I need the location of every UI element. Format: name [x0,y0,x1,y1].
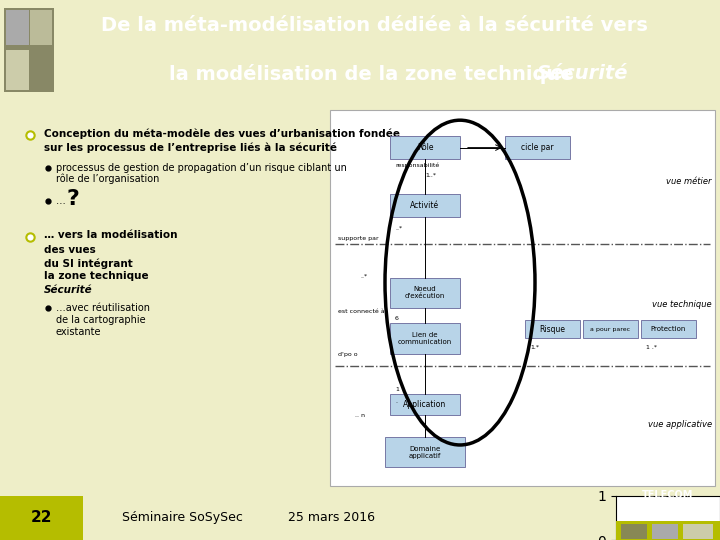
Text: de la cartographie: de la cartographie [56,315,145,325]
Bar [621,524,647,539]
Bar [4,8,54,92]
Text: responsabilité: responsabilité [395,163,439,168]
Text: d'po o: d'po o [338,352,358,356]
Bar [641,320,696,339]
Text: des vues: des vues [44,245,96,255]
Text: TELECOM: TELECOM [642,490,693,500]
Text: vue métier: vue métier [667,177,712,186]
Text: …avec réutilisation: …avec réutilisation [56,303,150,313]
Text: Séminaire SoSySec: Séminaire SoSySec [122,511,243,524]
Text: sur les processus de l’entreprise liés à la sécurité: sur les processus de l’entreprise liés à… [44,143,337,153]
Text: 25 mars 2016: 25 mars 2016 [288,511,375,524]
Text: supporte par: supporte par [338,236,379,241]
Text: .. n: .. n [355,413,365,417]
Bar [6,50,29,90]
Bar [583,320,638,339]
Text: Domaine
applicatif: Domaine applicatif [409,446,441,458]
Text: 1: 1 [395,387,399,392]
Text: De la méta-modélisation dédiée à la sécurité vers: De la méta-modélisation dédiée à la sécu… [101,17,648,36]
Bar [330,110,715,485]
Text: cicle par: cicle par [521,143,554,152]
Text: … vers la modélisation: … vers la modélisation [44,230,178,240]
Text: .: . [395,400,397,404]
Text: la modélisation de la zone technique: la modélisation de la zone technique [168,64,580,84]
Bar [390,194,460,217]
Text: Application: Application [403,400,446,409]
Bar [0,496,83,540]
Bar [390,394,460,415]
Bar [616,522,720,540]
Bar [505,137,570,159]
Text: du SI intégrant: du SI intégrant [44,258,132,268]
Bar [385,437,465,467]
Text: Rôle: Rôle [417,143,433,152]
Text: Bretagne: Bretagne [649,505,687,515]
Text: Lien de
communication: Lien de communication [398,332,452,345]
Text: Protection: Protection [651,326,686,332]
Text: 1..*: 1..* [425,173,436,178]
Text: Activité: Activité [410,201,440,210]
Text: 6: 6 [395,316,399,321]
Text: Noeud
d'exécution: Noeud d'exécution [405,286,445,299]
Bar [30,10,52,45]
Text: ?: ? [66,190,79,210]
Text: a pour parec: a pour parec [590,327,631,332]
Text: existante: existante [56,327,102,338]
Text: est connecté à: est connecté à [338,309,384,314]
Text: Risque: Risque [539,325,565,334]
Text: 22: 22 [30,510,52,525]
Text: vue technique: vue technique [652,300,712,309]
Text: la zone technique: la zone technique [44,272,148,281]
Bar [652,524,678,539]
Text: Sécurité: Sécurité [44,285,93,295]
Bar [525,320,580,339]
Text: processus de gestion de propagation d’un risque ciblant un: processus de gestion de propagation d’un… [56,163,347,173]
Text: 1 .*: 1 .* [646,345,657,349]
Text: rôle de l’organisation: rôle de l’organisation [56,174,159,184]
Bar [390,323,460,354]
Bar [6,10,29,45]
Text: Sécurité: Sécurité [536,64,628,83]
Text: ..*: ..* [360,274,367,279]
Text: vue applicative: vue applicative [648,420,712,429]
Bar [683,524,713,539]
Bar [390,278,460,308]
Text: ..*: ..* [395,226,402,231]
Text: Conception du méta-modèle des vues d’urbanisation fondée: Conception du méta-modèle des vues d’urb… [44,128,400,139]
Bar [390,137,460,159]
Text: 1.*: 1.* [530,345,539,349]
Text: …: … [56,197,69,206]
